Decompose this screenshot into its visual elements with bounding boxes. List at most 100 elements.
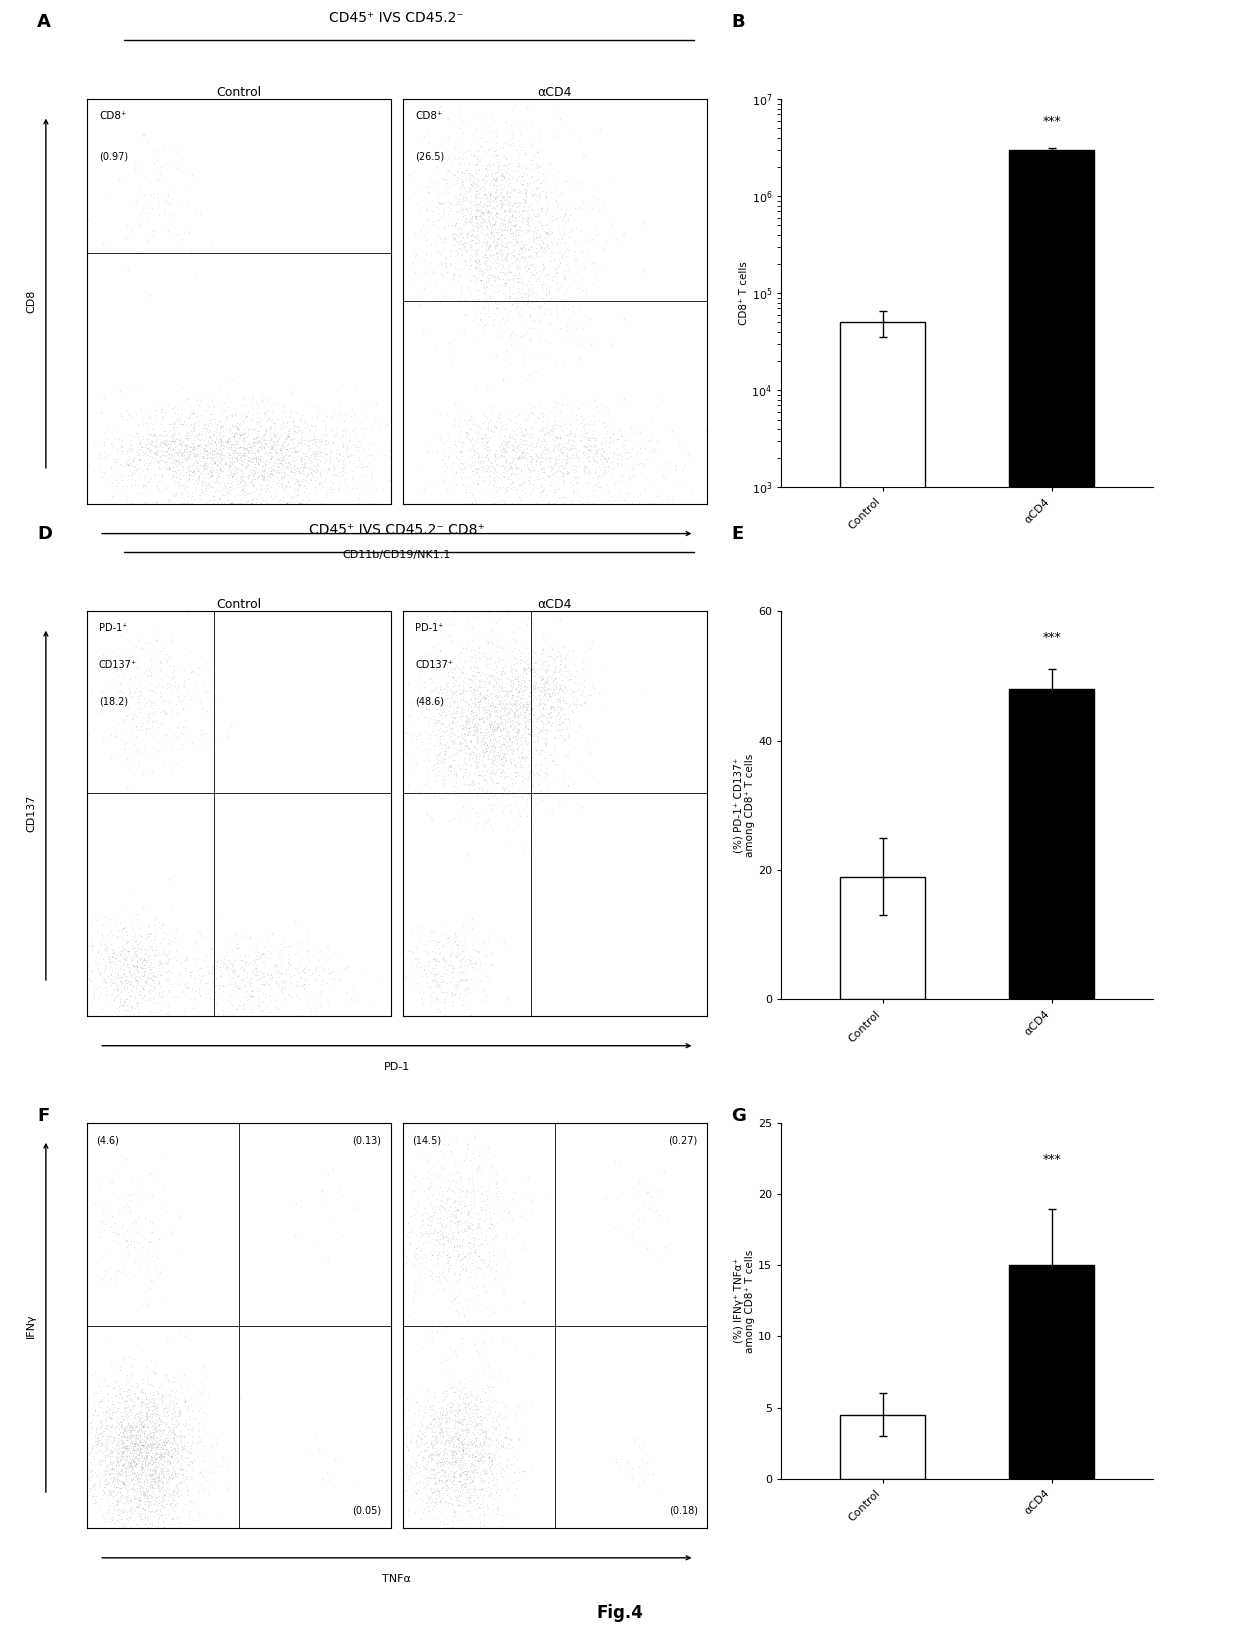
Point [105,1465,125,1492]
Point [449,1464,469,1490]
Point [198,1480,218,1507]
Point [136,920,156,947]
Point [503,243,523,269]
Point [489,235,508,261]
Point [588,408,608,434]
Point [491,674,511,700]
Point [480,1244,500,1270]
Point [92,1386,112,1412]
Point [492,453,512,479]
Point [534,428,554,454]
Point [531,757,551,783]
Point [136,1406,156,1432]
Point [151,1464,171,1490]
Point [449,955,469,981]
Point [440,753,460,780]
Point [526,225,546,251]
Point [167,448,187,474]
Point [518,236,538,263]
Point [494,190,513,216]
Point [99,1398,119,1424]
Point [143,1398,162,1424]
Point [420,1396,440,1422]
Point [241,985,260,1011]
Point [474,1432,494,1459]
Point [128,1465,148,1492]
Point [169,441,188,468]
Point [527,692,547,719]
Point [469,697,489,724]
Point [477,436,497,463]
Point [148,1474,167,1500]
Point [113,1513,133,1540]
Point [443,1497,463,1523]
Point [154,1515,174,1541]
Point [95,1401,115,1427]
Point [501,672,521,699]
Point [479,743,498,770]
Point [459,1232,479,1259]
Point [238,451,258,477]
Point [485,1265,505,1292]
Point [151,656,171,682]
Point [397,1452,417,1479]
Point [128,421,148,448]
Point [436,1391,456,1417]
Point [262,406,281,433]
Point [438,623,458,649]
Point [537,762,557,788]
Point [481,185,501,211]
Point [133,1370,153,1396]
Point [210,458,229,484]
Point [176,425,196,451]
Point [102,943,122,970]
Point [149,1408,169,1434]
Point [467,1439,487,1465]
Point [603,421,622,448]
Point [188,433,208,459]
Point [103,1450,123,1477]
Point [539,742,559,768]
Point [458,1132,477,1158]
Point [503,266,523,292]
Point [604,1216,624,1242]
Point [456,238,476,264]
Point [422,1432,441,1459]
Point [470,206,490,233]
Point [123,461,143,487]
Point [254,434,274,461]
Point [113,938,133,965]
Point [170,1317,190,1343]
Point [237,451,257,477]
Point [453,1256,472,1282]
Point [167,405,187,431]
Point [458,187,477,213]
Point [482,1447,502,1474]
Point [479,1396,498,1422]
Point [515,406,534,433]
Point [559,709,579,735]
Point [138,469,157,496]
Point [205,978,224,1004]
Point [518,742,538,768]
Point [482,401,502,428]
Point [451,193,471,220]
Point [143,1432,162,1459]
Point [474,287,494,314]
Point [490,231,510,258]
Point [434,770,454,796]
Point [584,674,604,700]
Point [469,225,489,251]
Point [146,433,166,459]
Point [151,396,171,423]
Point [171,491,191,517]
Point [510,177,529,203]
Point [131,973,151,999]
Point [145,1436,165,1462]
Point [472,763,492,790]
Point [334,461,353,487]
Point [136,1446,156,1472]
Point [108,957,128,983]
Point [210,448,229,474]
Point [407,175,427,202]
